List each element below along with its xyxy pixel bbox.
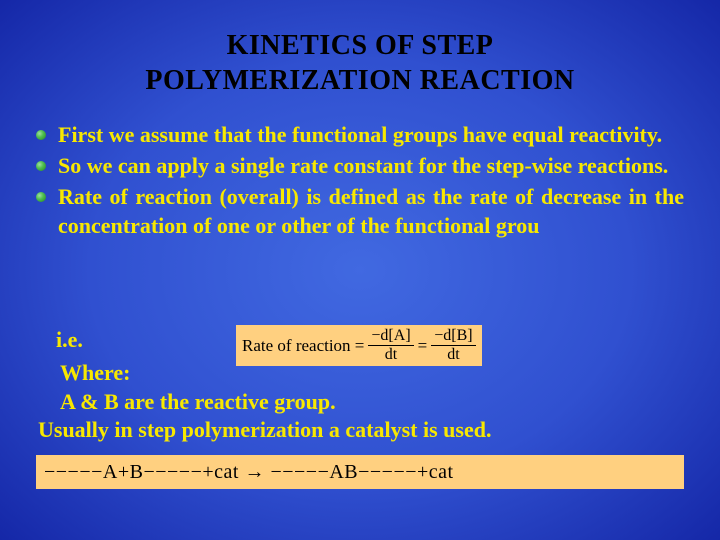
where-block: Where: A & B are the reactive group. [60,358,336,416]
frac2-num: −d[B] [431,328,475,346]
reactive-group-line: A & B are the reactive group. [60,387,336,416]
formula-lhs: Rate of reaction = [242,336,364,356]
equation-text: −−−−−A+B−−−−−+cat → −−−−−AB−−−−−+cat [44,461,454,484]
bullet-3: Rate of reaction (overall) is defined as… [36,182,684,240]
bullet-2: So we can apply a single rate constant f… [36,151,684,180]
formula-eq: = [418,336,428,356]
slide-title: KINETICS OF STEP POLYMERIZATION REACTION [36,28,684,98]
frac1-den: dt [385,346,397,363]
slide-container: KINETICS OF STEP POLYMERIZATION REACTION… [0,0,720,540]
where-label: Where: [60,358,336,387]
frac1-num: −d[A] [368,328,413,346]
bullet-1: First we assume that the functional grou… [36,120,684,149]
catalyst-note: Usually in step polymerization a catalys… [38,417,491,443]
title-line-2: POLYMERIZATION REACTION [145,65,574,96]
reaction-equation: −−−−−A+B−−−−−+cat → −−−−−AB−−−−−+cat [36,455,684,489]
bullet-list: First we assume that the functional grou… [36,120,684,240]
ie-label: i.e. [56,327,83,353]
fraction-1: −d[A] dt [368,328,413,363]
frac2-den: dt [447,346,459,363]
fraction-2: −d[B] dt [431,328,475,363]
title-line-1: KINETICS OF STEP [227,30,494,61]
